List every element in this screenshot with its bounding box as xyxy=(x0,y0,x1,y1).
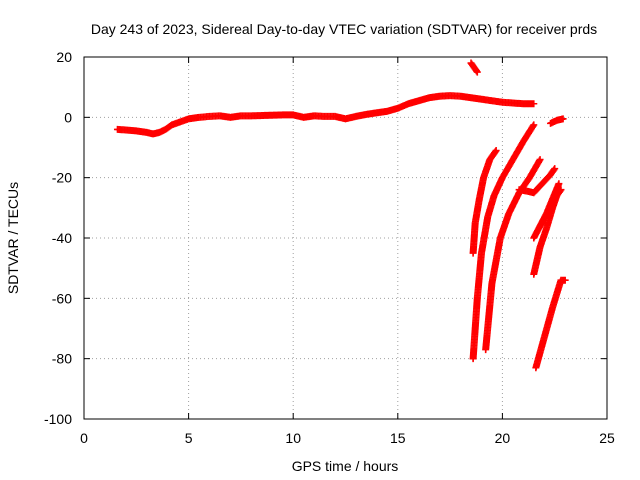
x-tick-label: 0 xyxy=(80,430,88,446)
data-point xyxy=(530,121,538,129)
data-point xyxy=(557,186,565,194)
data-point xyxy=(492,147,500,155)
data-point xyxy=(555,180,563,188)
data-point xyxy=(559,115,567,123)
y-tick-label: -100 xyxy=(44,411,72,427)
plot-frame xyxy=(83,56,608,420)
series-dip-arc-3 xyxy=(469,121,538,363)
series-dip-arc-8 xyxy=(532,276,569,372)
series-dip-arc-5 xyxy=(515,165,559,197)
x-tick-label: 25 xyxy=(599,430,615,446)
series-dip-arc-7 xyxy=(530,186,565,278)
y-tick-label: -20 xyxy=(52,170,72,186)
y-tick-label: 20 xyxy=(56,49,72,65)
y-tick-label: 0 xyxy=(64,109,72,125)
data-point xyxy=(473,68,481,76)
chart-title: Day 243 of 2023, Sidereal Day-to-day VTE… xyxy=(91,21,597,37)
series-dip-arc-2 xyxy=(469,147,500,257)
data-point xyxy=(556,187,564,195)
data-point xyxy=(536,156,544,164)
x-tick-label: 20 xyxy=(495,430,511,446)
y-axis-label: SDTVAR / TECUs xyxy=(5,182,21,294)
series-late-segment xyxy=(547,115,567,127)
data-point xyxy=(561,276,569,284)
grid-lines xyxy=(84,57,607,419)
y-tick-label: -80 xyxy=(52,351,72,367)
x-tick-label: 15 xyxy=(390,430,406,446)
data-point xyxy=(550,166,558,174)
y-tick-label: -60 xyxy=(52,290,72,306)
x-tick-label: 5 xyxy=(185,430,193,446)
series-dip-arc-1 xyxy=(467,59,481,76)
axis-ticks: 0 5 10 15 20 25 -100 -80 -60 -40 -20 0 20 xyxy=(44,49,615,446)
series-dip-arc-4 xyxy=(482,156,544,354)
x-axis-label: GPS time / hours xyxy=(292,458,399,474)
x-tick-label: 10 xyxy=(285,430,301,446)
data-point xyxy=(530,100,538,108)
data-point xyxy=(551,165,559,173)
series-main-track xyxy=(113,92,538,138)
y-tick-label: -40 xyxy=(52,230,72,246)
data-points xyxy=(113,59,569,372)
